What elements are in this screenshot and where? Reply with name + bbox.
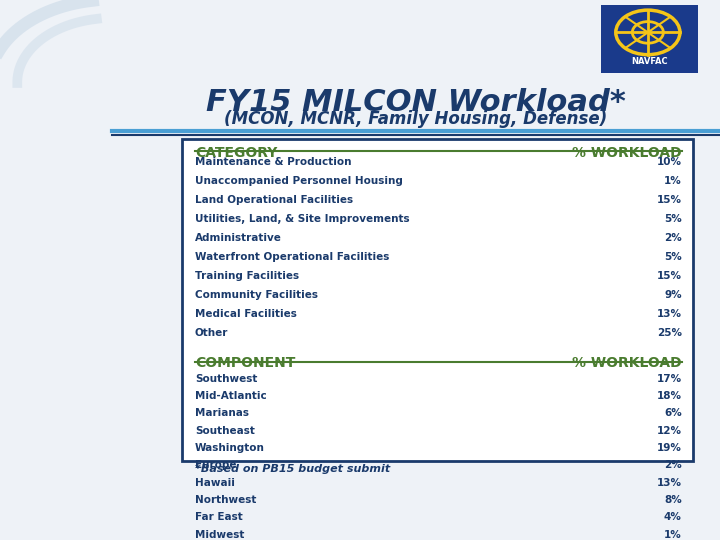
- Text: Southwest: Southwest: [195, 374, 257, 383]
- FancyBboxPatch shape: [181, 139, 693, 461]
- FancyBboxPatch shape: [601, 5, 698, 73]
- Text: Far East: Far East: [195, 512, 243, 522]
- Text: Other: Other: [195, 328, 228, 338]
- Text: Hawaii: Hawaii: [195, 478, 235, 488]
- Text: Medical Facilities: Medical Facilities: [195, 309, 297, 319]
- Text: Unaccompanied Personnel Housing: Unaccompanied Personnel Housing: [195, 176, 402, 186]
- Text: 15%: 15%: [657, 271, 682, 281]
- Text: CATEGORY: CATEGORY: [195, 146, 277, 160]
- Text: Mid-Atlantic: Mid-Atlantic: [195, 391, 266, 401]
- Text: 5%: 5%: [664, 214, 682, 224]
- Text: Community Facilities: Community Facilities: [195, 290, 318, 300]
- Text: 9%: 9%: [664, 290, 682, 300]
- Text: 2%: 2%: [664, 233, 682, 243]
- Text: 1%: 1%: [664, 176, 682, 186]
- Text: Land Operational Facilities: Land Operational Facilities: [195, 195, 353, 205]
- Text: 4%: 4%: [664, 512, 682, 522]
- Text: Europe: Europe: [195, 460, 236, 470]
- Text: Administrative: Administrative: [195, 233, 282, 243]
- Text: FY15 MILCON Workload*: FY15 MILCON Workload*: [206, 88, 626, 117]
- Text: Marianas: Marianas: [195, 408, 249, 418]
- Text: Maintenance & Production: Maintenance & Production: [195, 157, 351, 167]
- Text: 13%: 13%: [657, 478, 682, 488]
- Text: Washington: Washington: [195, 443, 265, 453]
- Text: COMPONENT: COMPONENT: [195, 356, 295, 370]
- Text: Midwest: Midwest: [195, 530, 244, 539]
- Text: 1%: 1%: [664, 530, 682, 539]
- Text: % WORKLOAD: % WORKLOAD: [572, 146, 682, 160]
- Text: % WORKLOAD: % WORKLOAD: [572, 356, 682, 370]
- Text: 18%: 18%: [657, 391, 682, 401]
- Text: Utilities, Land, & Site Improvements: Utilities, Land, & Site Improvements: [195, 214, 410, 224]
- Text: 13%: 13%: [657, 309, 682, 319]
- Text: NAVFAC: NAVFAC: [631, 57, 668, 66]
- Text: 10%: 10%: [657, 157, 682, 167]
- Text: 6%: 6%: [664, 408, 682, 418]
- Text: Waterfront Operational Facilities: Waterfront Operational Facilities: [195, 252, 390, 262]
- Text: Northwest: Northwest: [195, 495, 256, 505]
- Text: 5%: 5%: [664, 252, 682, 262]
- Text: Training Facilities: Training Facilities: [195, 271, 299, 281]
- Text: 17%: 17%: [657, 374, 682, 383]
- Text: 25%: 25%: [657, 328, 682, 338]
- Text: 2%: 2%: [664, 460, 682, 470]
- Text: 19%: 19%: [657, 443, 682, 453]
- Text: 12%: 12%: [657, 426, 682, 436]
- Text: 15%: 15%: [657, 195, 682, 205]
- Text: Southeast: Southeast: [195, 426, 255, 436]
- Text: (MCON, MCNR, Family Housing, Defense): (MCON, MCNR, Family Housing, Defense): [224, 110, 608, 128]
- Text: 8%: 8%: [664, 495, 682, 505]
- Text: *Based on PB15 budget submit: *Based on PB15 budget submit: [195, 464, 390, 474]
